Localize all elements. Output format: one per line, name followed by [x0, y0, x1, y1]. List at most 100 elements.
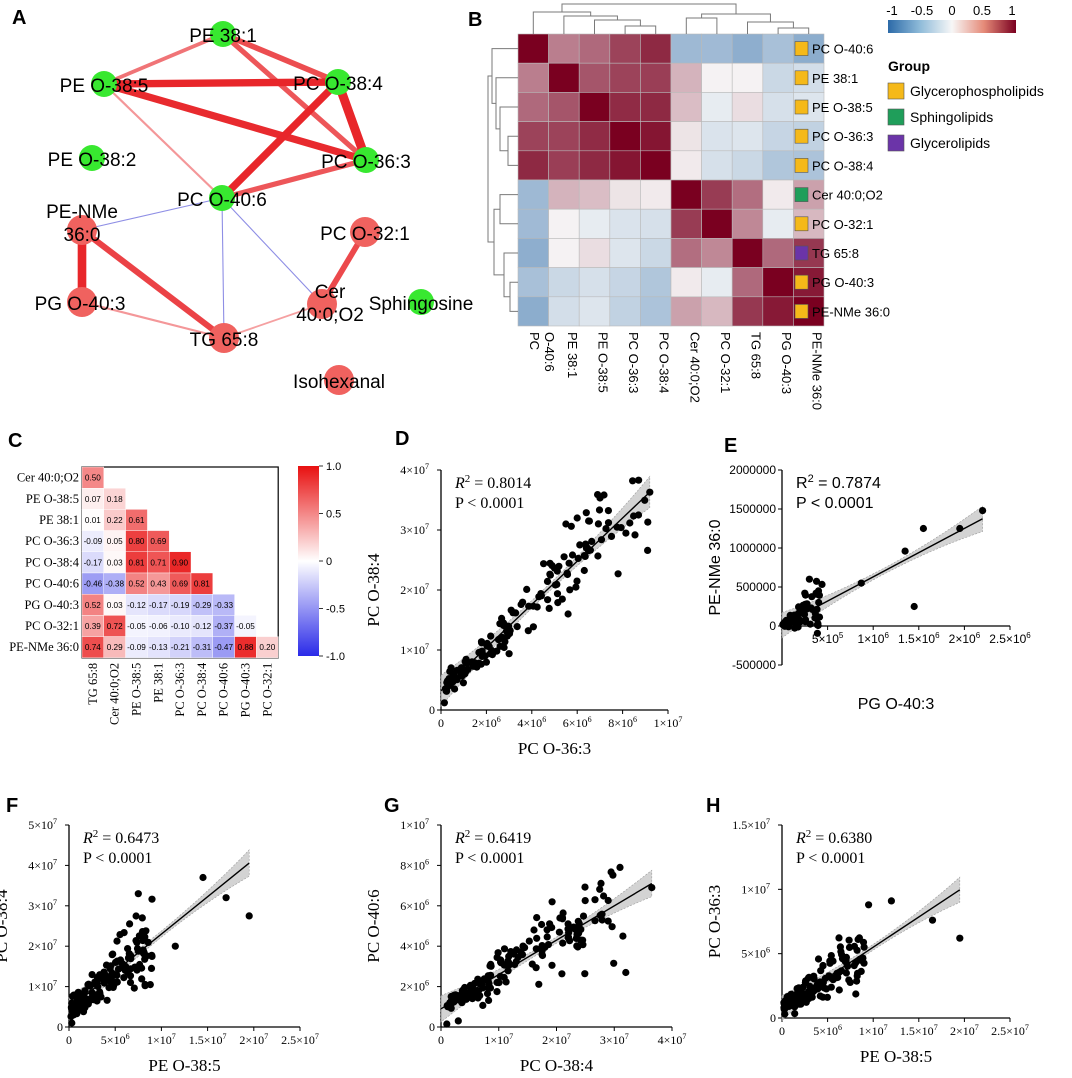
heatmap-c-value: 0.07 — [85, 495, 101, 504]
edge-pgo403-tg — [80, 300, 226, 340]
data-point — [563, 569, 571, 577]
data-point — [852, 990, 860, 998]
heatmap-b-cell — [578, 179, 611, 210]
data-point — [544, 596, 552, 604]
heatmap-b-cells — [517, 33, 825, 327]
data-point — [845, 943, 854, 952]
node-label-peo382: PE O-38:2 — [48, 150, 137, 171]
data-point — [96, 988, 104, 996]
x-tick-label: 1.5×107 — [900, 1023, 938, 1038]
heatmap-b-cell — [548, 33, 580, 64]
x-tick-label: 1.5×106 — [898, 631, 940, 646]
heatmap-b-cell — [731, 208, 764, 239]
heatmap-c-value: 0.52 — [85, 601, 101, 610]
scatter-e: 5×105 1×106 1.5×106 2×106 2.5×106-5000000500… — [707, 463, 1031, 713]
x-tick-label: 0 — [438, 1033, 444, 1047]
data-point — [543, 933, 551, 941]
data-point — [845, 936, 853, 944]
data-point — [595, 506, 604, 514]
heatmap-c-value: 0.03 — [107, 558, 123, 567]
data-point — [558, 970, 566, 978]
data-point — [500, 643, 508, 652]
heatmap-c-value: 0.01 — [85, 516, 101, 525]
data-point — [108, 951, 116, 959]
edge-pe381-pco384 — [220, 31, 341, 85]
node-pco363 — [353, 147, 379, 173]
ticks: 5×105 1×106 1.5×106 2×106 2.5×106-5000000500… — [729, 463, 1031, 672]
dendrogram-branch — [499, 194, 518, 225]
heatmap-b-cell — [578, 121, 611, 152]
row-group-swatch — [794, 245, 809, 261]
heatmap-b-cell — [548, 208, 580, 239]
y-tick-label: 1500000 — [729, 502, 776, 516]
data-point — [829, 957, 837, 965]
heatmap-b-cell — [670, 238, 702, 268]
x-tick-label: 5×106 — [101, 1032, 130, 1047]
data-point — [517, 948, 525, 956]
dendrogram-branch — [487, 75, 494, 243]
y-tick-label: 0 — [429, 703, 435, 717]
data-point — [529, 623, 538, 631]
data-point — [558, 595, 566, 603]
data-point — [500, 945, 509, 953]
y-tick-label: 1×107 — [400, 817, 429, 832]
heatmap-b-cell — [578, 150, 611, 181]
edge-peo385-pco406 — [102, 82, 224, 200]
panel-letter: H — [706, 795, 720, 817]
x-tick-label: 1×107 — [147, 1032, 176, 1047]
data-point — [573, 514, 581, 522]
heatmap-b-cell — [731, 92, 764, 122]
row-group-swatch — [794, 304, 809, 319]
group-legend-label: Sphingolipids — [910, 109, 993, 125]
data-point — [146, 981, 154, 989]
panel-letter: G — [384, 795, 400, 817]
panel-letter: B — [468, 9, 482, 31]
tick-exponent: 7 — [53, 938, 57, 947]
data-point — [842, 969, 851, 977]
tick-exponent: 7 — [1025, 1023, 1029, 1032]
data-point — [116, 931, 124, 939]
r-value: = 0.6473 — [98, 830, 159, 847]
data-point — [910, 602, 918, 611]
data-point — [537, 590, 545, 598]
data-point — [133, 944, 142, 953]
data-point — [138, 928, 147, 936]
heatmap-c-value: -0.37 — [214, 622, 233, 631]
data-point — [96, 974, 104, 983]
tick-exponent: 6 — [425, 979, 429, 988]
heatmap-b-cell — [578, 296, 611, 327]
data-point — [559, 939, 567, 947]
tick-exponent: 5 — [839, 631, 844, 640]
r-exponent: 2 — [806, 828, 812, 840]
heatmap-b-cell — [609, 150, 641, 181]
data-point — [814, 621, 822, 630]
r-value: = 0.6380 — [811, 830, 872, 847]
data-point — [580, 566, 588, 575]
data-point — [548, 961, 556, 969]
heatmap-b-cell — [762, 92, 794, 122]
data-point — [565, 559, 573, 567]
r-symbol: R — [795, 830, 806, 847]
heatmap-b-cell — [731, 296, 764, 327]
heatmap-c-row-labels: Cer 40:0;O2 PE O-38:5 PE 38:1 PC O-36:3 PC O… — [9, 471, 80, 655]
x-tick-label: 3×107 — [600, 1032, 629, 1047]
data-point — [532, 964, 540, 972]
heatmap-b-col-label: PC — [527, 332, 542, 350]
data-point — [107, 975, 115, 983]
tick-exponent: 6 — [633, 715, 637, 724]
tick-exponent: 6 — [425, 898, 429, 907]
heatmap-b-cell — [670, 62, 702, 93]
dendrogram-branch — [777, 27, 810, 34]
heatmap-b-cell — [762, 33, 794, 64]
scatter-d: 0 2×106 4×106 6×106 8×106 1×107 0 1×107 2×107 3×1… — [364, 462, 682, 758]
dendrogram-branch — [509, 281, 518, 312]
data-point — [74, 988, 82, 996]
tick-exponent: 7 — [425, 462, 429, 471]
regression-line — [440, 882, 653, 1010]
data-point — [793, 985, 801, 993]
node-label-pco363: PC O-36:3 — [321, 152, 411, 173]
heatmap-b-cell — [517, 179, 549, 210]
r-exponent: 2 — [465, 828, 471, 840]
data-point — [148, 895, 156, 903]
